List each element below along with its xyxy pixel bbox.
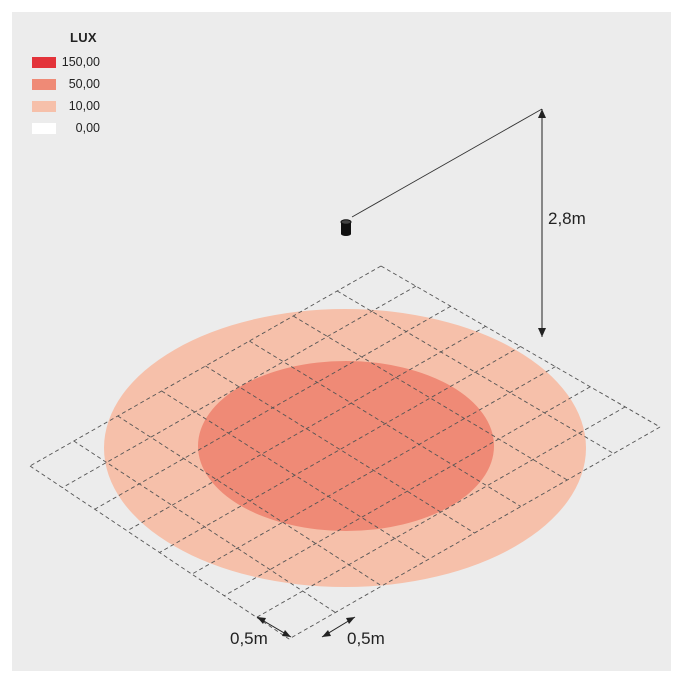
grid-line: [73, 440, 336, 613]
legend-item-150: 150,00: [32, 51, 100, 73]
grid-line: [29, 465, 290, 640]
legend-swatch-10: [32, 100, 56, 112]
legend-item-0: 0,00: [32, 117, 100, 139]
legend-value-0: 0,00: [75, 121, 100, 135]
legend-value-50: 50,00: [68, 77, 100, 91]
legend-item-10: 10,00: [32, 95, 100, 117]
legend-title: LUX: [70, 30, 97, 45]
grid-line: [161, 390, 429, 560]
grid-spacing-label-right: 0,5m: [347, 629, 385, 648]
legend-swatch-150: [32, 56, 56, 68]
grid-line: [205, 365, 475, 534]
floor-grid: [29, 265, 661, 640]
grid-line: [29, 265, 382, 467]
grid-line: [288, 426, 661, 640]
grid-line: [159, 346, 521, 553]
grid-line: [336, 290, 614, 454]
legend-swatch-50: [32, 78, 56, 90]
mounting-line: [351, 108, 543, 218]
grid-spacing-dimension-right: [321, 616, 356, 638]
legend-item-50: 50,00: [32, 73, 100, 95]
grid-line: [126, 325, 486, 532]
height-dimension: [538, 109, 546, 337]
luminaire-icon: [340, 219, 352, 236]
grid-line: [117, 415, 382, 587]
grid-line: [249, 340, 522, 507]
height-label: 2,8m: [548, 209, 586, 228]
grid-spacing-label-left: 0,5m: [230, 629, 268, 648]
grid-line: [256, 406, 626, 618]
inner-zone-50-lux: [198, 361, 494, 531]
grid-line: [293, 315, 568, 481]
legend-swatch-0: [32, 122, 56, 134]
grid-line: [62, 285, 417, 489]
legend-value-150: 150,00: [61, 55, 100, 69]
lux-legend: LUX 150,00 50,00 10,00 0,00: [32, 30, 100, 139]
grid-line: [224, 386, 591, 597]
grid-spacing-dimension-left: [256, 616, 292, 638]
legend-value-10: 10,00: [68, 99, 100, 113]
